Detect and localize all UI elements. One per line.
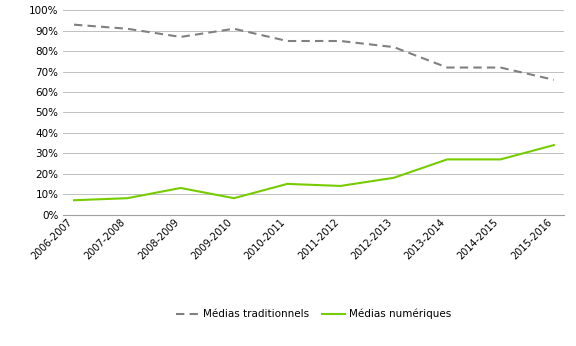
Médias traditionnels: [284, 39, 291, 43]
Médias traditionnels: [497, 65, 504, 70]
Médias numériques: [284, 182, 291, 186]
Médias traditionnels: [124, 27, 131, 31]
Line: Médias traditionnels: Médias traditionnels: [74, 25, 554, 80]
Médias traditionnels: [550, 78, 557, 82]
Line: Médias numériques: Médias numériques: [74, 145, 554, 200]
Médias numériques: [124, 196, 131, 200]
Médias numériques: [230, 196, 237, 200]
Médias numériques: [177, 186, 184, 190]
Legend: Médias traditionnels, Médias numériques: Médias traditionnels, Médias numériques: [172, 305, 456, 324]
Médias numériques: [71, 198, 78, 202]
Médias traditionnels: [444, 65, 450, 70]
Médias traditionnels: [177, 35, 184, 39]
Médias numériques: [550, 143, 557, 147]
Médias numériques: [391, 176, 397, 180]
Médias traditionnels: [71, 22, 78, 27]
Médias numériques: [337, 184, 344, 188]
Médias numériques: [444, 157, 450, 162]
Médias traditionnels: [391, 45, 397, 49]
Médias traditionnels: [230, 27, 237, 31]
Médias numériques: [497, 157, 504, 162]
Médias traditionnels: [337, 39, 344, 43]
